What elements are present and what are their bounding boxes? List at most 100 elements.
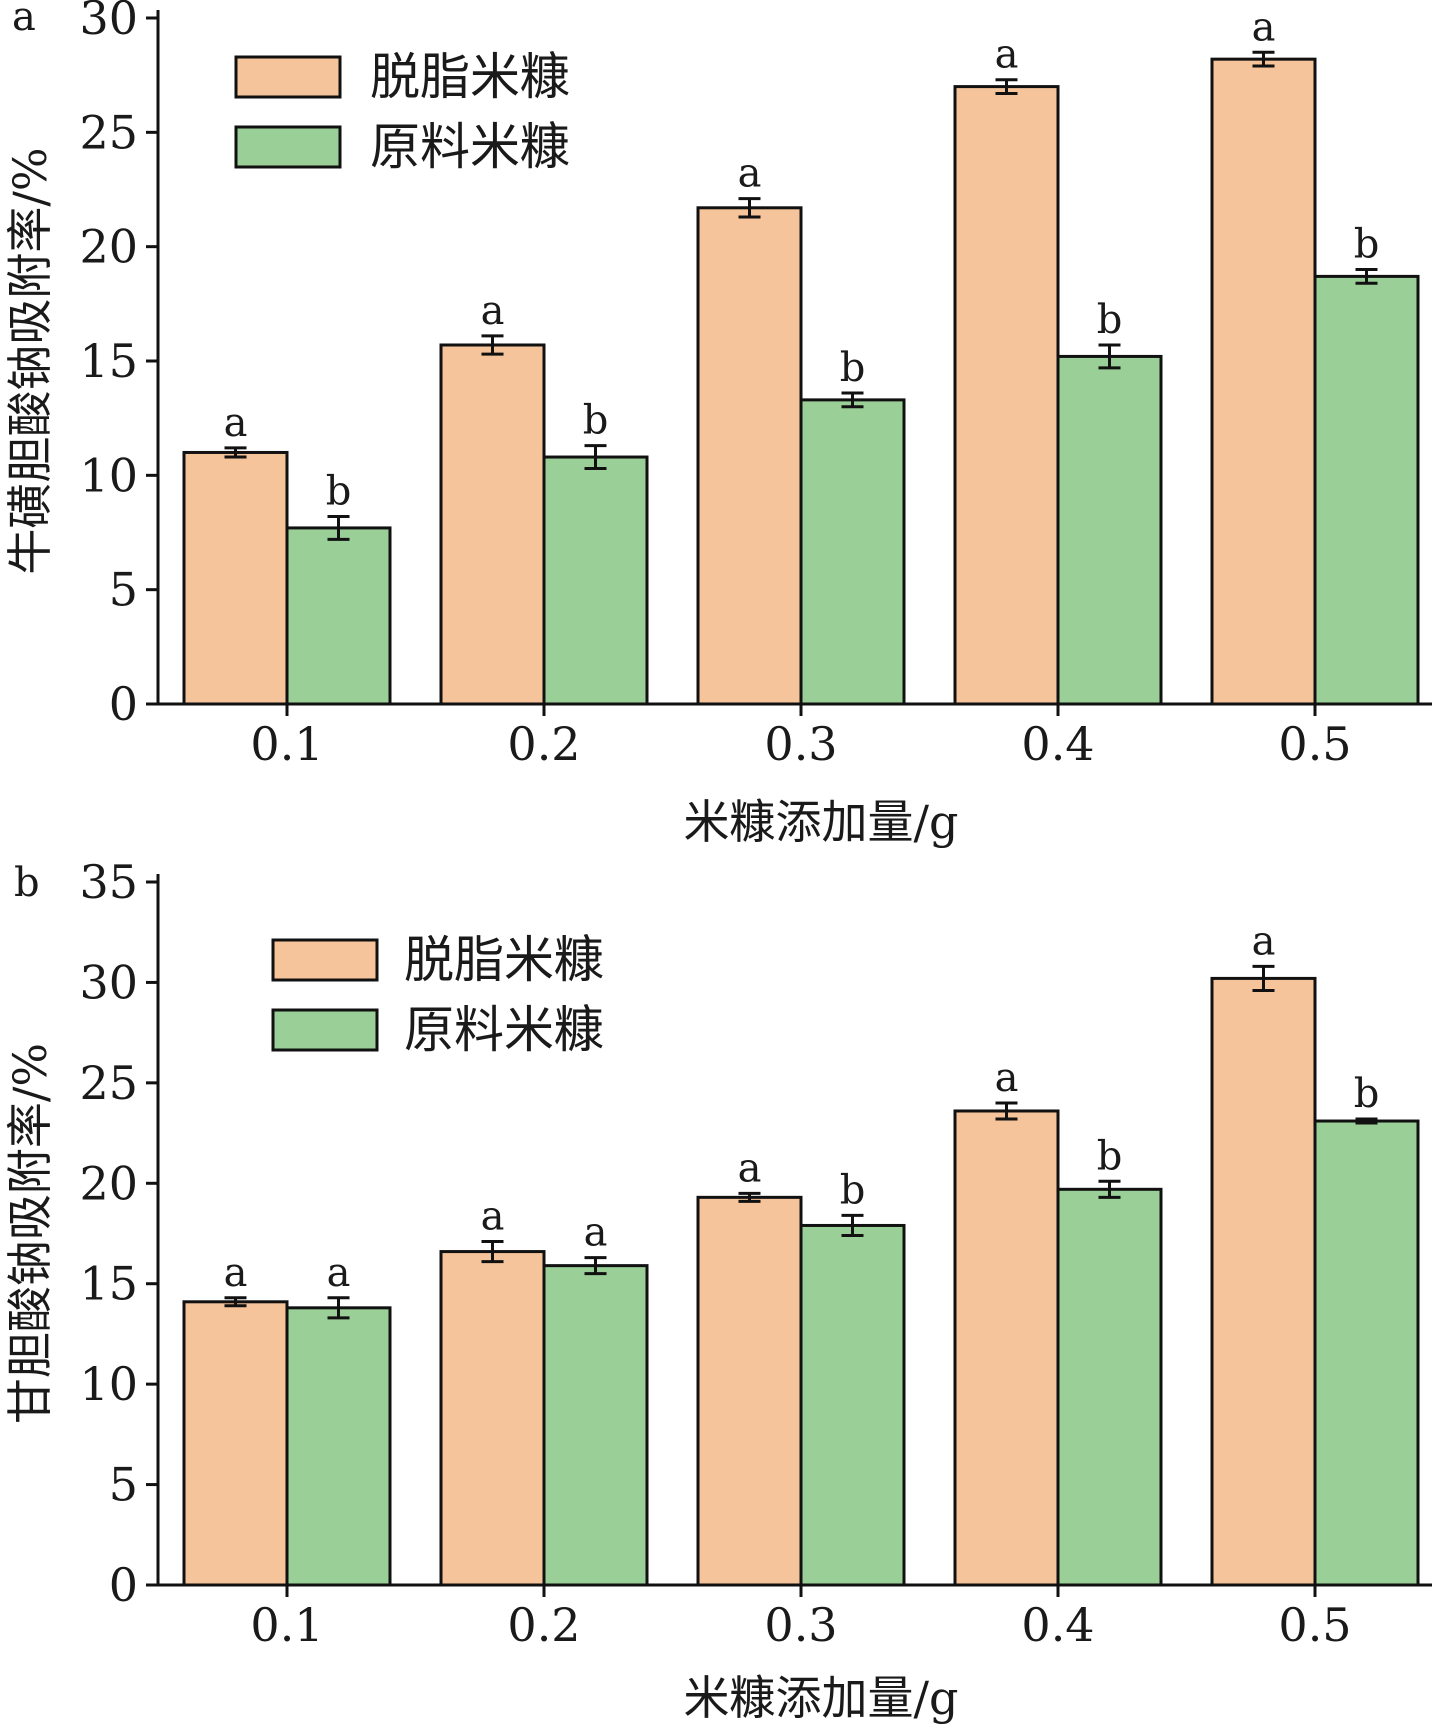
x-tick-label: 0.1	[250, 1598, 323, 1652]
significance-label: b	[1097, 297, 1123, 343]
x-tick-label: 0.4	[1021, 717, 1094, 771]
error-bar	[584, 444, 607, 470]
significance-label: b	[583, 398, 609, 444]
bar-defatted-0.3	[696, 1195, 803, 1587]
x-tick-label: 0.2	[507, 1598, 580, 1652]
bar-raw-0.1	[285, 1306, 392, 1587]
significance-label: a	[995, 1055, 1019, 1101]
y-tick-label: 15	[79, 334, 138, 388]
significance-label: a	[738, 151, 762, 197]
bar-defatted-0.2	[439, 343, 546, 706]
significance-label: a	[995, 32, 1019, 78]
error-bar	[481, 1240, 504, 1264]
bar-raw-0.4	[1056, 1187, 1163, 1587]
chart-panel-b: b a a a a a a a b b b 0 5 10 15 20 25 30 35 0.1 0.2 0.3 0.4 0.5…	[3, 855, 1432, 1725]
significance-label: a	[224, 400, 248, 446]
significance-label: b	[1354, 1071, 1380, 1117]
legend-swatch	[271, 938, 379, 982]
error-bar	[1252, 50, 1275, 68]
bar-defatted-0.5	[1210, 57, 1317, 706]
y-tick-label: 0	[109, 677, 138, 731]
error-bar	[1098, 1179, 1121, 1199]
significance-label: a	[738, 1145, 762, 1191]
panel-letter: b	[14, 860, 40, 906]
legend-label: 脱脂米糠	[404, 931, 604, 989]
bar-raw-0.1	[285, 526, 392, 706]
error-bar	[841, 391, 864, 409]
x-tick-label: 0.4	[1021, 1598, 1094, 1652]
significance-label: b	[840, 345, 866, 391]
x-tick-label: 0.3	[764, 717, 837, 771]
bar-raw-0.5	[1313, 1119, 1420, 1587]
x-tick-label: 0.1	[250, 717, 323, 771]
bar-defatted-0.4	[953, 85, 1060, 706]
x-tick-label: 0.3	[764, 1598, 837, 1652]
significance-label: a	[584, 1210, 608, 1256]
bar-raw-0.5	[1313, 274, 1420, 706]
bar-defatted-0.4	[953, 1109, 1060, 1587]
x-axis-title: 米糠添加量/g	[684, 1671, 959, 1725]
y-tick-label: 35	[79, 855, 138, 909]
y-tick-label: 20	[79, 1156, 138, 1210]
x-axis-title: 米糠添加量/g	[684, 795, 959, 849]
legend-swatch	[271, 1008, 379, 1052]
error-bar	[841, 1213, 864, 1238]
legend-swatch	[234, 125, 342, 169]
bar-raw-0.2	[542, 455, 649, 706]
significance-label: a	[481, 1194, 505, 1240]
x-tick-label: 0.5	[1278, 717, 1351, 771]
y-axis-title: 牛磺胆酸钠吸附率/%	[3, 147, 57, 574]
y-tick-label: 25	[79, 105, 138, 159]
bar-defatted-0.5	[1210, 976, 1317, 1587]
error-bar	[224, 446, 247, 459]
y-tick-label: 5	[109, 563, 138, 617]
error-bar	[995, 1101, 1018, 1121]
significance-label: a	[481, 288, 505, 334]
y-tick-label: 30	[79, 0, 138, 45]
error-bar	[327, 1296, 350, 1320]
chart-panel-a: a a a a a a b b b b b 0 5 10 15 20 25 30 0.1 0.2 0.3 0.4 0.5 米糠…	[3, 0, 1432, 849]
bar-raw-0.3	[799, 398, 906, 706]
y-tick-label: 20	[79, 220, 138, 274]
significance-label: a	[224, 1250, 248, 1296]
bar-defatted-0.2	[439, 1250, 546, 1587]
error-bar	[327, 514, 350, 541]
error-bar	[1098, 343, 1121, 370]
legend-label: 原料米糠	[404, 1001, 604, 1059]
panel-letter: a	[12, 0, 36, 40]
y-tick-label: 10	[79, 448, 138, 502]
legend-swatch	[234, 55, 342, 99]
significance-label: b	[1097, 1133, 1123, 1179]
error-bar	[995, 78, 1018, 95]
legend-label: 原料米糠	[370, 118, 570, 176]
y-tick-label: 0	[109, 1558, 138, 1612]
y-tick-label: 10	[79, 1357, 138, 1411]
legend-label: 脱脂米糠	[370, 48, 570, 106]
error-bar	[1355, 268, 1378, 285]
x-tick-label: 0.2	[507, 717, 580, 771]
bar-raw-0.2	[542, 1264, 649, 1587]
y-tick-label: 5	[109, 1458, 138, 1512]
significance-label: b	[840, 1167, 866, 1213]
bar-defatted-0.3	[696, 206, 803, 706]
error-bar	[738, 197, 761, 219]
y-tick-label: 30	[79, 955, 138, 1009]
significance-label: a	[1252, 4, 1276, 50]
error-bar	[1355, 1117, 1378, 1125]
significance-label: b	[1354, 222, 1380, 268]
x-tick-label: 0.5	[1278, 1598, 1351, 1652]
y-tick-label: 25	[79, 1056, 138, 1110]
bar-raw-0.4	[1056, 354, 1163, 706]
bar-raw-0.3	[799, 1223, 906, 1587]
bar-defatted-0.1	[182, 450, 289, 706]
significance-label: a	[327, 1250, 351, 1296]
error-bar	[224, 1296, 247, 1308]
error-bar	[738, 1191, 761, 1203]
y-axis-title: 甘胆酸钠吸附率/%	[3, 1043, 57, 1424]
bar-defatted-0.1	[182, 1300, 289, 1587]
error-bar	[584, 1256, 607, 1276]
y-tick-label: 15	[79, 1257, 138, 1311]
